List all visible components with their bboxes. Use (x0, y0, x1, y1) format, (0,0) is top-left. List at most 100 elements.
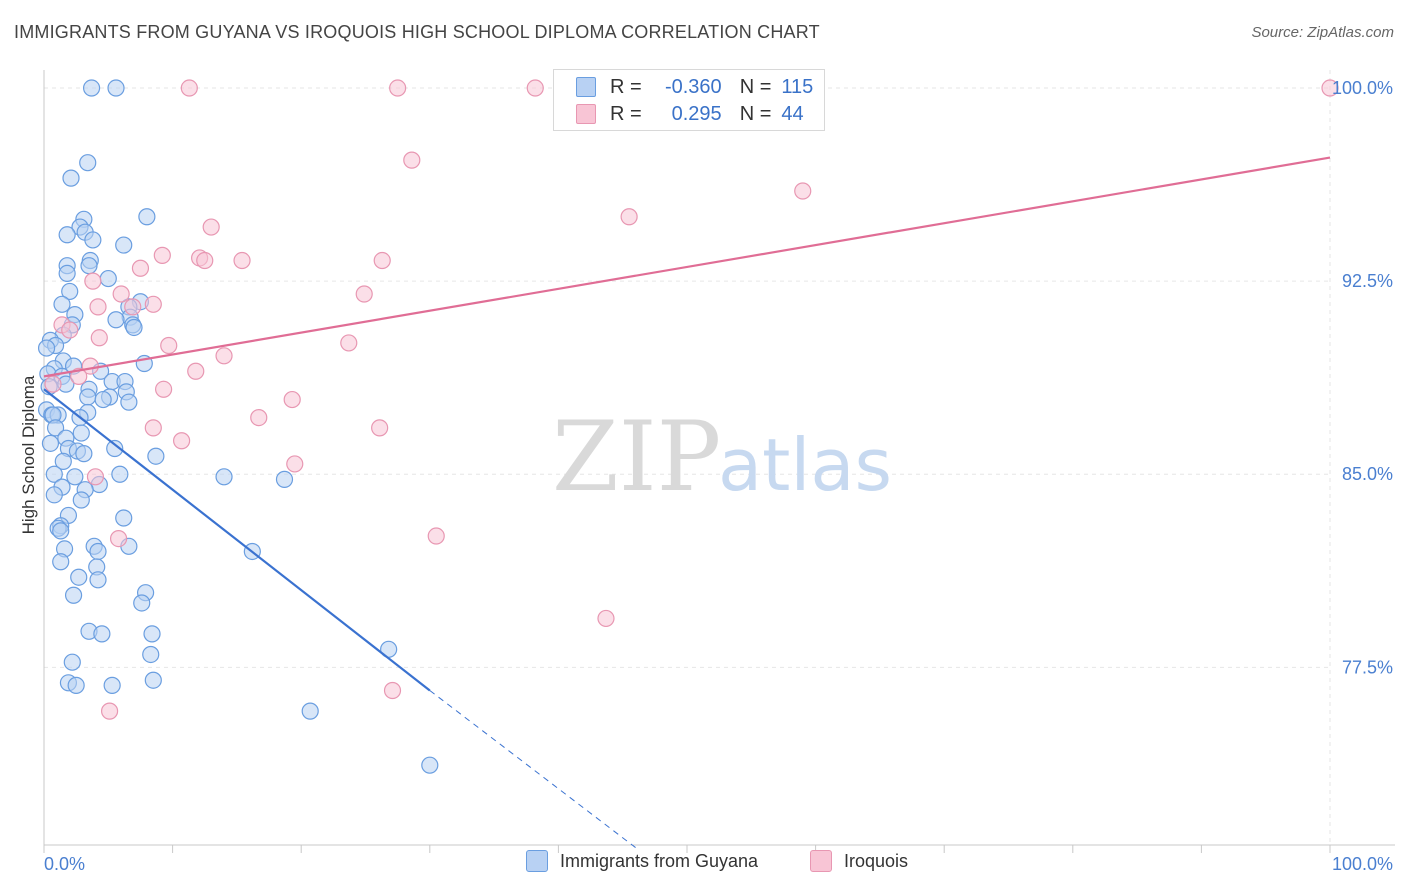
watermark-zip: ZIP (552, 401, 721, 513)
point-guyana (99, 269, 117, 288)
watermark: ZIP atlas (552, 401, 892, 513)
point-guyana (82, 79, 101, 97)
legend-swatch-iroquois (810, 850, 832, 872)
x-tick-label: 0.0% (44, 854, 85, 874)
point-iroquois (100, 702, 119, 720)
point-iroquois (202, 218, 220, 236)
legend-n-label: N = (739, 102, 772, 125)
point-guyana (53, 295, 71, 313)
point-iroquois (215, 347, 233, 365)
x-tick-label: 100.0% (1332, 854, 1393, 874)
point-iroquois (153, 246, 171, 264)
legend-row-iroquois: R = 0.295 N = 44 (576, 101, 804, 127)
point-guyana (111, 465, 129, 483)
point-iroquois (173, 432, 191, 450)
point-iroquois (144, 295, 162, 313)
point-iroquois (371, 419, 389, 437)
point-iroquois (90, 329, 108, 347)
point-guyana (58, 264, 76, 283)
series-legend: Immigrants from Guyana Iroquois (0, 850, 1406, 878)
point-guyana (215, 468, 233, 486)
point-guyana (89, 571, 107, 589)
correlation-legend: R = -0.360 N = 115 R = 0.295 N = 44 (553, 69, 825, 131)
point-guyana (58, 226, 76, 244)
point-guyana (147, 447, 165, 465)
point-iroquois (144, 419, 162, 437)
point-guyana (67, 676, 85, 694)
point-iroquois (233, 251, 251, 270)
point-iroquois (597, 609, 615, 628)
point-guyana (45, 465, 63, 483)
point-guyana (107, 79, 125, 97)
point-guyana (64, 586, 83, 604)
point-iroquois (383, 681, 402, 700)
legend-label-guyana: Immigrants from Guyana (560, 850, 759, 871)
point-guyana (52, 553, 70, 571)
point-iroquois (355, 285, 373, 303)
point-iroquois (180, 79, 198, 97)
legend-r-value: -0.360 (664, 75, 722, 98)
point-guyana (79, 154, 97, 172)
point-guyana (144, 671, 162, 689)
point-guyana (94, 390, 112, 409)
y-tick-label: 92.5% (1342, 271, 1393, 291)
point-guyana (72, 424, 90, 442)
watermark-atlas: atlas (718, 423, 892, 507)
point-guyana (66, 468, 84, 486)
point-guyana (75, 445, 93, 463)
point-iroquois (1321, 79, 1339, 97)
point-guyana (142, 645, 160, 664)
point-guyana (62, 169, 80, 187)
point-guyana (138, 208, 156, 226)
legend-swatch-iroquois (576, 104, 596, 124)
point-iroquois (44, 375, 62, 393)
point-iroquois (403, 151, 421, 169)
legend-n-value: 44 (781, 102, 804, 125)
point-guyana (89, 542, 107, 561)
point-iroquois (427, 527, 445, 545)
point-guyana (143, 625, 161, 643)
point-iroquois (154, 380, 173, 398)
point-iroquois (160, 336, 178, 355)
point-guyana (275, 470, 294, 488)
tick-labels: 77.5% 85.0% 92.5% 100.0% 0.0% 100.0% (44, 78, 1393, 874)
point-iroquois (526, 79, 544, 97)
legend-swatch-guyana (576, 77, 596, 97)
legend-swatch-guyana (526, 850, 548, 872)
trend-lines (43, 156, 1331, 848)
point-iroquois (187, 362, 205, 380)
legend-label-iroquois: Iroquois (844, 850, 909, 871)
legend-r-label: R = (610, 75, 642, 98)
trend-line-guyana (43, 388, 431, 692)
point-guyana (84, 231, 102, 249)
point-iroquois (84, 272, 102, 290)
axes (43, 70, 1395, 853)
point-guyana (46, 419, 65, 437)
point-iroquois (286, 455, 304, 473)
point-iroquois (283, 390, 301, 409)
legend-n-value: 115 (781, 75, 814, 98)
point-guyana (79, 388, 97, 406)
point-iroquois (124, 298, 142, 316)
point-iroquois (89, 298, 107, 316)
point-guyana (93, 625, 111, 643)
point-guyana (61, 282, 79, 301)
point-iroquois (373, 251, 391, 270)
point-guyana (115, 236, 133, 254)
point-guyana (54, 452, 72, 470)
point-guyana (133, 594, 151, 612)
legend-item-guyana: Immigrants from Guyana (526, 850, 758, 872)
point-guyana (63, 653, 81, 671)
legend-n-label: N = (739, 75, 772, 98)
point-guyana (37, 339, 56, 357)
point-iroquois (86, 468, 105, 486)
y-axis-label: High School Diploma (19, 375, 38, 534)
point-iroquois (112, 285, 130, 303)
point-iroquois (196, 251, 214, 270)
point-guyana (70, 568, 88, 586)
legend-item-iroquois: Iroquois (810, 850, 908, 872)
source-credit: Source: ZipAtlas.com (1251, 24, 1394, 41)
legend-r-value: 0.295 (671, 102, 722, 125)
data-points (37, 79, 1339, 774)
